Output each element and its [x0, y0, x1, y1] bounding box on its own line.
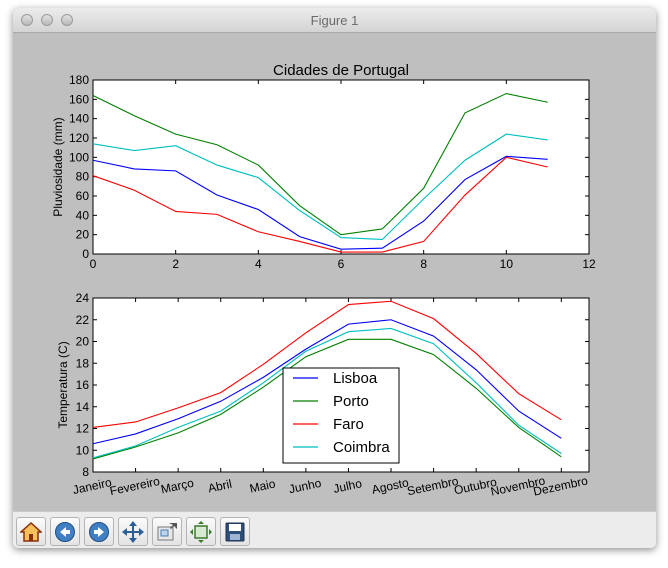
series-line-lisboa: [92, 319, 562, 445]
save-floppy-icon: [225, 522, 245, 541]
zoom-rect-icon: [157, 522, 177, 540]
x-tick-label: Fevereiro: [108, 474, 161, 498]
x-tick-label: Junho: [288, 476, 323, 497]
y-tick-label: 16: [76, 378, 90, 392]
zoom-window-button[interactable]: [61, 14, 73, 26]
y-tick-label: 140: [69, 112, 89, 126]
x-tick-label: 8: [420, 257, 427, 271]
y-tick-label: 40: [76, 208, 90, 222]
y-tick-label: 120: [69, 131, 89, 145]
x-tick-label: Setembro: [406, 474, 460, 499]
y-tick-label: 18: [76, 356, 90, 370]
y-tick-label: 180: [69, 73, 89, 87]
y-tick-label: 14: [76, 400, 90, 414]
y-tick-label: 100: [69, 150, 89, 164]
pan-button[interactable]: [118, 517, 148, 546]
series-line-faro: [92, 156, 548, 253]
y-tick-label: 12: [76, 422, 90, 436]
x-tick-label: 2: [172, 257, 179, 271]
rainfall-title: Cidades de Portugal: [273, 62, 409, 79]
window-title: Figure 1: [310, 13, 359, 28]
subplots-button[interactable]: [186, 517, 216, 546]
y-tick-label: 22: [76, 313, 90, 327]
y-tick-label: 20: [76, 228, 90, 242]
series-line-porto: [92, 92, 548, 236]
series-line-lisboa: [92, 155, 548, 250]
series-line-coimbra: [92, 327, 562, 459]
close-window-button[interactable]: [21, 14, 33, 26]
y-tick-label: 160: [69, 92, 89, 106]
navigation-toolbar: [13, 511, 656, 548]
forward-button[interactable]: [84, 517, 114, 546]
y-tick-label: 24: [76, 291, 90, 305]
y-tick-label: 60: [76, 189, 90, 203]
figure-window: Figure 1 0 2 4 6 8 10 12 0 20 40 60 80 100 120 140 160 1…: [13, 8, 656, 548]
pan-arrows-icon: [122, 520, 144, 543]
subplots-config-icon: [190, 520, 212, 543]
series-line-porto: [92, 338, 562, 460]
series-line-faro: [92, 300, 562, 428]
x-tick-label: 10: [500, 257, 514, 271]
back-arrow-icon: [55, 521, 75, 542]
title-bar: Figure 1: [13, 8, 656, 33]
x-tick-label: 0: [90, 257, 97, 271]
x-tick-label: Julho: [332, 476, 363, 496]
forward-arrow-icon: [89, 521, 109, 542]
legend-label-lisboa: Lisboa: [333, 370, 378, 387]
y-tick-label: 0: [82, 247, 89, 261]
x-tick-label: 6: [338, 257, 345, 271]
zoom-button[interactable]: [152, 517, 182, 546]
x-tick-label: Março: [160, 476, 196, 497]
legend-label-porto: Porto: [333, 393, 369, 410]
x-tick-label: Maio: [248, 476, 277, 495]
legend: Lisboa Porto Faro Coimbra: [282, 367, 400, 464]
x-tick-label: Agosto: [370, 475, 410, 497]
x-tick-label: 12: [582, 257, 596, 271]
rainfall-plot-frame: [92, 79, 590, 255]
temperature-ylabel: Temperatura (C): [56, 341, 70, 428]
x-tick-label: Abril: [207, 477, 233, 496]
home-icon: [20, 521, 42, 542]
legend-label-faro: Faro: [333, 416, 364, 433]
back-button[interactable]: [50, 517, 80, 546]
x-tick-label: 4: [255, 257, 262, 271]
y-tick-label: 80: [76, 170, 90, 184]
home-button[interactable]: [16, 517, 46, 546]
series-line-coimbra: [92, 133, 548, 241]
save-button[interactable]: [220, 517, 250, 546]
y-tick-label: 10: [76, 443, 90, 457]
minimize-window-button[interactable]: [41, 14, 53, 26]
y-tick-label: 20: [76, 335, 90, 349]
legend-label-coimbra: Coimbra: [333, 439, 390, 456]
y-tick-label: 8: [82, 465, 89, 479]
rainfall-ylabel: Pluviosidade (mm): [51, 117, 65, 216]
x-tick-label: Janeiro: [71, 475, 113, 497]
